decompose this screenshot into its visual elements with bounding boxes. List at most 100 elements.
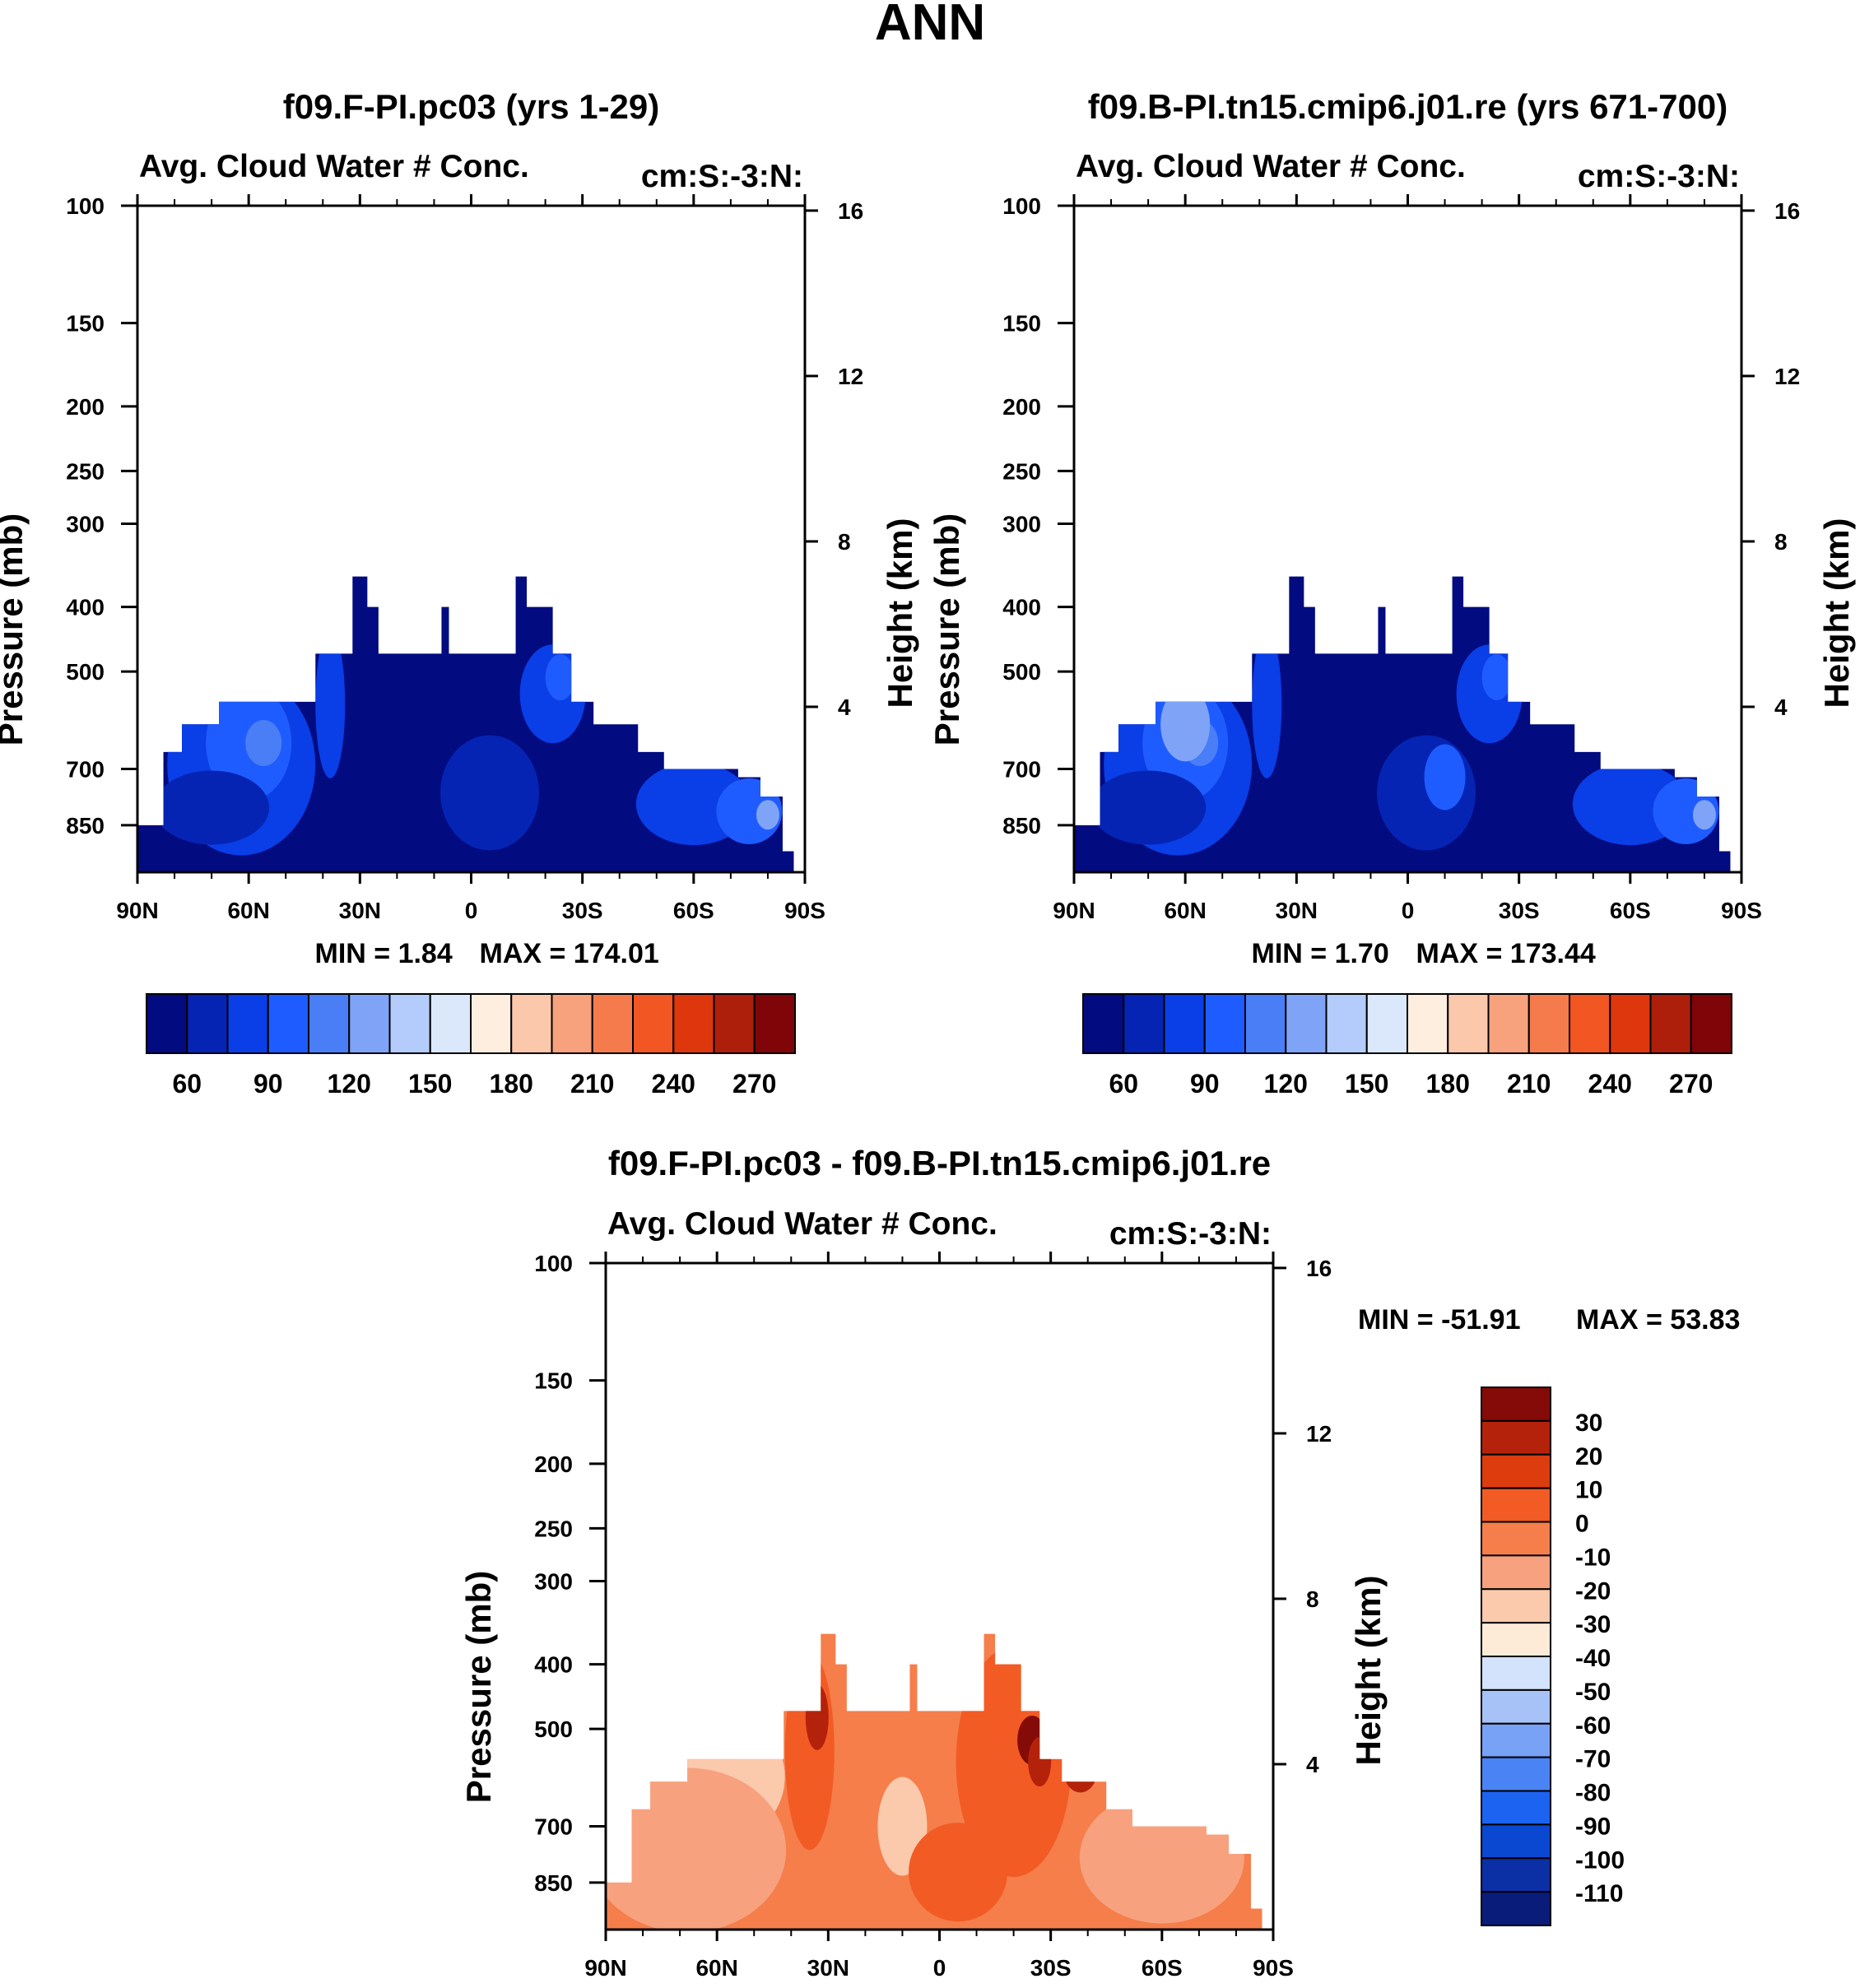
- colorbar-swatch: [186, 993, 229, 1054]
- x-tick-label: 90N: [584, 1955, 626, 1981]
- figure-title: ANN: [875, 0, 985, 51]
- colorbar-label: 60: [1109, 1069, 1138, 1099]
- y-axis-title: Pressure (mb): [459, 1571, 498, 1803]
- contour-patch: [1252, 630, 1282, 779]
- variable-label: Avg. Cloud Water # Conc.: [607, 1206, 997, 1242]
- x-tick-label: 0: [465, 898, 478, 923]
- y-tick-label: 850: [534, 1870, 573, 1896]
- contour-patch: [909, 1823, 1008, 1922]
- x-tick-label: 30N: [807, 1955, 849, 1981]
- colorbar-swatch: [1481, 1857, 1551, 1893]
- x-tick-label: 90S: [1253, 1955, 1294, 1981]
- colorbar-swatch: [226, 993, 269, 1054]
- colorbar-label: 20: [1575, 1443, 1602, 1470]
- colorbar-swatch: [1569, 993, 1611, 1054]
- contour-patch: [756, 800, 779, 830]
- y-tick-label: 150: [534, 1368, 573, 1394]
- colorbar-swatch: [348, 993, 391, 1054]
- units-label: cm:S:-3:N:: [641, 159, 803, 194]
- y-tick-label: 300: [534, 1568, 573, 1594]
- y-tick-label: 200: [534, 1452, 573, 1477]
- colorbar-label: -10: [1575, 1544, 1611, 1571]
- colorbar-swatch: [1649, 993, 1692, 1054]
- colorbar-swatch: [1481, 1386, 1551, 1422]
- contour-patch: [1424, 744, 1466, 811]
- y-tick-label: 200: [66, 394, 105, 420]
- colorbar-label: 180: [1426, 1069, 1470, 1099]
- colorbar-label: -60: [1575, 1712, 1611, 1740]
- x-tick-label: 0: [933, 1955, 946, 1981]
- panel-title: f09.F-PI.pc03 - f09.B-PI.tn15.cmip6.j01.…: [608, 1144, 1271, 1182]
- colorbar-swatch: [1082, 993, 1125, 1054]
- y-tick-label: 250: [66, 458, 105, 484]
- contour-patch: [805, 1684, 829, 1750]
- y-tick-label: 200: [1002, 394, 1041, 420]
- colorbar-label: -70: [1575, 1746, 1611, 1773]
- y-right-tick-label: 12: [838, 364, 863, 389]
- panel-title: f09.F-PI.pc03 (yrs 1-29): [283, 87, 660, 126]
- y-right-axis-title: Height (km): [881, 518, 919, 708]
- colorbar-label: -50: [1575, 1679, 1611, 1706]
- colorbar-label: 0: [1575, 1511, 1589, 1538]
- y-tick-label: 700: [1002, 757, 1041, 783]
- colorbar-label: 150: [1345, 1069, 1388, 1099]
- colorbar-label: 240: [1588, 1069, 1632, 1099]
- colorbar-label: 90: [1190, 1069, 1220, 1099]
- y-tick-label: 250: [1002, 458, 1041, 484]
- variable-label: Avg. Cloud Water # Conc.: [139, 149, 529, 184]
- colorbar-swatch: [1481, 1891, 1551, 1926]
- colorbar-swatch: [1487, 993, 1530, 1054]
- colorbar-label: 60: [172, 1069, 202, 1099]
- y-right-tick-label: 8: [1306, 1586, 1319, 1612]
- colorbar-swatch: [1481, 1588, 1551, 1624]
- y-tick-label: 850: [1002, 813, 1041, 838]
- y-right-axis-title: Height (km): [1349, 1576, 1388, 1766]
- contour-patch: [1481, 654, 1512, 701]
- colorbar-swatch: [1407, 993, 1449, 1054]
- y-right-tick-label: 8: [838, 529, 851, 555]
- y-tick-label: 150: [1002, 311, 1041, 337]
- colorbar-swatch: [1365, 993, 1408, 1054]
- y-tick-label: 500: [66, 659, 105, 685]
- max-label: MAX = 53.83: [1576, 1304, 1740, 1335]
- x-tick-label: 30S: [1499, 898, 1540, 923]
- colorbar-label: -40: [1575, 1645, 1611, 1672]
- y-tick-label: 300: [66, 511, 105, 536]
- colorbar-swatch: [1481, 1823, 1551, 1860]
- panel-title: f09.B-PI.tn15.cmip6.j01.re (yrs 671-700): [1088, 87, 1727, 126]
- colorbar-swatch: [146, 993, 188, 1054]
- colorbar-swatch: [1481, 1419, 1551, 1456]
- colorbar-label: 210: [1507, 1069, 1551, 1099]
- y-right-tick-label: 16: [1774, 198, 1800, 224]
- colorbar-label: -100: [1575, 1846, 1625, 1874]
- colorbar-swatch: [1285, 993, 1328, 1054]
- x-tick-label: 30S: [1030, 1955, 1072, 1981]
- contour-patch: [1063, 1751, 1097, 1793]
- colorbar-swatch: [1244, 993, 1287, 1054]
- colorbar-label: 90: [253, 1069, 283, 1099]
- contour-patch: [784, 1652, 835, 1851]
- contour-patch: [440, 735, 540, 851]
- y-right-axis-title: Height (km): [1817, 518, 1856, 708]
- x-tick-label: 90S: [784, 898, 825, 923]
- y-tick-label: 500: [534, 1716, 573, 1742]
- x-tick-label: 90S: [1721, 898, 1762, 923]
- colorbar-swatch: [1481, 1656, 1551, 1691]
- x-tick-label: 60S: [1142, 1955, 1183, 1981]
- y-axis-title: Pressure (mb): [928, 513, 966, 746]
- colorbar-label: 120: [1264, 1069, 1308, 1099]
- colorbar-label: 210: [570, 1069, 614, 1099]
- colorbar-swatch: [388, 993, 431, 1054]
- colorbar-swatch: [1325, 993, 1368, 1054]
- colorbar-label: -110: [1575, 1880, 1623, 1907]
- y-right-tick-label: 8: [1774, 529, 1788, 555]
- colorbar-swatch: [1528, 993, 1570, 1054]
- panel-a: f09.F-PI.pc03 (yrs 1-29) Avg. Cloud Water…: [0, 87, 919, 1099]
- y-tick-label: 150: [66, 311, 105, 337]
- colorbar-label: 180: [490, 1069, 533, 1099]
- y-tick-label: 300: [1002, 511, 1041, 536]
- colorbar-label: -20: [1575, 1577, 1611, 1605]
- y-tick-label: 700: [66, 757, 105, 783]
- contour-field: [606, 1633, 1262, 1930]
